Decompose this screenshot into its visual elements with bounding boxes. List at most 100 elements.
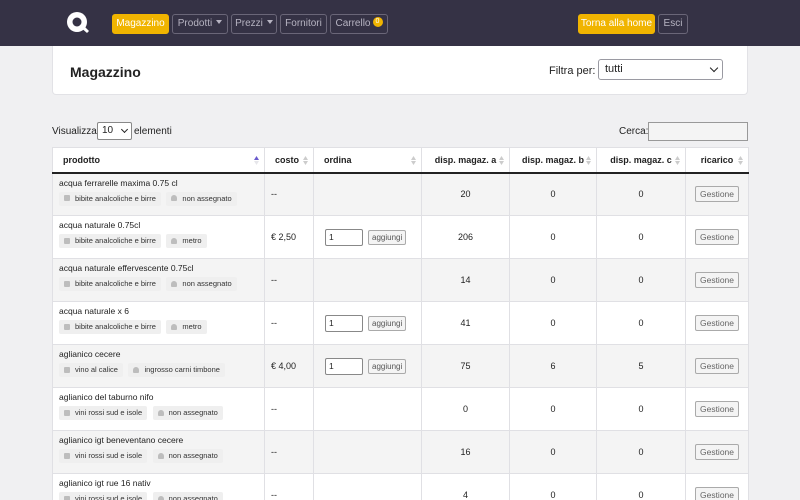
supplier-label: non assegnato bbox=[182, 279, 232, 288]
supplier-label: metro bbox=[182, 322, 202, 331]
stock-a-cell: 14 bbox=[421, 258, 510, 302]
stock-a-cell: 0 bbox=[421, 387, 510, 431]
table-row: acqua naturale x 6 bibite analcoliche e … bbox=[52, 301, 749, 345]
supplier-label: ingrosso carni timbone bbox=[144, 365, 220, 374]
manage-button[interactable]: Gestione bbox=[694, 186, 740, 203]
product-name: aglianico igt beneventano cecere bbox=[59, 435, 184, 445]
nav-carrello[interactable]: Carrello 0 bbox=[330, 14, 388, 34]
column-header-ricarico[interactable]: ricarico bbox=[685, 147, 749, 174]
cost-cell: -- bbox=[264, 258, 314, 302]
category-tag: vini rossi sud e isole bbox=[59, 406, 148, 420]
category-label: bibite analcoliche e birre bbox=[75, 193, 156, 203]
product-name: acqua naturale x 6 bbox=[59, 306, 129, 316]
manage-cell: Gestione bbox=[685, 172, 749, 216]
supplier-label: non assegnato bbox=[182, 193, 232, 203]
supplier-tag: metro bbox=[166, 320, 207, 334]
product-cell: acqua naturale 0.75cl bibite analcoliche… bbox=[52, 215, 265, 259]
category-label: vino al calice bbox=[75, 365, 118, 374]
column-header-magaz-a[interactable]: disp. magaz. a bbox=[421, 147, 510, 174]
category-tag: bibite analcoliche e birre bbox=[59, 320, 161, 334]
supplier-tag: non assegnato bbox=[166, 191, 237, 206]
filter-label: Filtra per: bbox=[549, 65, 596, 77]
order-cell: 1 aggiungi bbox=[313, 344, 422, 388]
nav-prodotti[interactable]: Prodotti bbox=[172, 14, 228, 34]
category-tag: vini rossi sud e isole bbox=[59, 492, 148, 500]
sort-icon bbox=[586, 156, 591, 165]
product-name: acqua naturale effervescente 0.75cl bbox=[59, 263, 194, 273]
supplier-tag: non assegnato bbox=[152, 406, 223, 420]
quantity-input[interactable]: 1 bbox=[325, 228, 363, 246]
add-to-order-button[interactable]: aggiungi bbox=[368, 358, 407, 374]
supplier-label: non assegnato bbox=[168, 408, 218, 417]
product-name: acqua naturale 0.75cl bbox=[59, 220, 141, 230]
table-row: aglianico igt beneventano cecere vini ro… bbox=[52, 430, 749, 474]
stock-b-cell: 0 bbox=[509, 387, 597, 431]
home-button[interactable]: Torna alla home bbox=[578, 14, 655, 34]
category-icon bbox=[64, 323, 70, 330]
column-header-magaz-c[interactable]: disp. magaz. c bbox=[596, 147, 686, 174]
sort-icon bbox=[499, 156, 504, 165]
manage-button[interactable]: Gestione bbox=[694, 487, 740, 500]
stock-a-cell: 41 bbox=[421, 301, 510, 345]
order-cell bbox=[313, 172, 422, 216]
truck-icon bbox=[157, 409, 164, 416]
nav-prezzi[interactable]: Prezzi bbox=[231, 14, 277, 34]
nav-magazzino[interactable]: Magazzino bbox=[112, 14, 169, 34]
cost-cell: -- bbox=[264, 473, 314, 500]
stock-b-cell: 0 bbox=[509, 301, 597, 345]
stock-b-cell: 0 bbox=[509, 430, 597, 474]
product-tags: bibite analcoliche e birre metro bbox=[59, 320, 258, 334]
product-cell: aglianico cecere vino al calice ingrosso… bbox=[52, 344, 265, 388]
manage-button[interactable]: Gestione bbox=[694, 229, 740, 245]
order-cell: 1 aggiungi bbox=[313, 215, 422, 259]
manage-cell: Gestione bbox=[685, 387, 749, 431]
product-tags: vini rossi sud e isole non assegnato bbox=[59, 406, 258, 420]
order-cell bbox=[313, 258, 422, 302]
stock-a-cell: 75 bbox=[421, 344, 510, 388]
sort-icon bbox=[411, 156, 416, 165]
manage-button[interactable]: Gestione bbox=[694, 444, 740, 460]
logout-button[interactable]: Esci bbox=[658, 14, 688, 34]
add-to-order-button[interactable]: aggiungi bbox=[368, 229, 407, 245]
nav-fornitori[interactable]: Fornitori bbox=[280, 14, 327, 34]
manage-button[interactable]: Gestione bbox=[694, 315, 740, 331]
category-tag: vini rossi sud e isole bbox=[59, 449, 148, 463]
page-header: Magazzino Filtra per: tutti bbox=[52, 46, 748, 95]
filter-select[interactable]: tutti bbox=[598, 59, 723, 80]
category-icon bbox=[64, 280, 70, 287]
table-row: acqua ferrarelle maxima 0.75 cl bibite a… bbox=[52, 172, 749, 216]
stock-b-cell: 0 bbox=[509, 172, 597, 216]
manage-button[interactable]: Gestione bbox=[694, 358, 740, 374]
column-header-prodotto[interactable]: prodotto bbox=[52, 147, 265, 174]
cost-cell: -- bbox=[264, 387, 314, 431]
supplier-tag: non assegnato bbox=[166, 277, 237, 291]
manage-cell: Gestione bbox=[685, 430, 749, 474]
manage-button[interactable]: Gestione bbox=[694, 401, 740, 417]
truck-icon bbox=[157, 495, 164, 500]
quantity-input[interactable]: 1 bbox=[325, 357, 363, 375]
product-tags: bibite analcoliche e birre metro bbox=[59, 234, 258, 248]
column-header-ordina[interactable]: ordina bbox=[313, 147, 422, 174]
stock-table: prodotto costo ordina disp. magaz. a dis… bbox=[52, 147, 749, 500]
product-cell: aglianico igt rue 16 nativ vini rossi su… bbox=[52, 473, 265, 500]
column-header-magaz-b[interactable]: disp. magaz. b bbox=[509, 147, 597, 174]
stock-b-cell: 0 bbox=[509, 215, 597, 259]
manage-button[interactable]: Gestione bbox=[694, 272, 740, 288]
page-length-select[interactable]: 10 bbox=[97, 122, 132, 140]
quantity-input[interactable]: 1 bbox=[325, 314, 363, 332]
search-input[interactable] bbox=[648, 122, 748, 141]
truck-icon bbox=[171, 195, 178, 202]
supplier-label: non assegnato bbox=[168, 451, 218, 460]
column-header-costo[interactable]: costo bbox=[264, 147, 314, 174]
category-tag: vino al calice bbox=[59, 363, 123, 377]
product-cell: aglianico del taburno nifo vini rossi su… bbox=[52, 387, 265, 431]
manage-cell: Gestione bbox=[685, 258, 749, 302]
truck-icon bbox=[133, 366, 140, 373]
supplier-label: metro bbox=[182, 236, 202, 245]
category-label: vini rossi sud e isole bbox=[75, 408, 143, 417]
product-tags: bibite analcoliche e birre non assegnato bbox=[59, 277, 258, 291]
stock-b-cell: 6 bbox=[509, 344, 597, 388]
logo-icon[interactable] bbox=[66, 11, 90, 35]
add-to-order-button[interactable]: aggiungi bbox=[368, 315, 407, 331]
category-label: bibite analcoliche e birre bbox=[75, 236, 156, 245]
